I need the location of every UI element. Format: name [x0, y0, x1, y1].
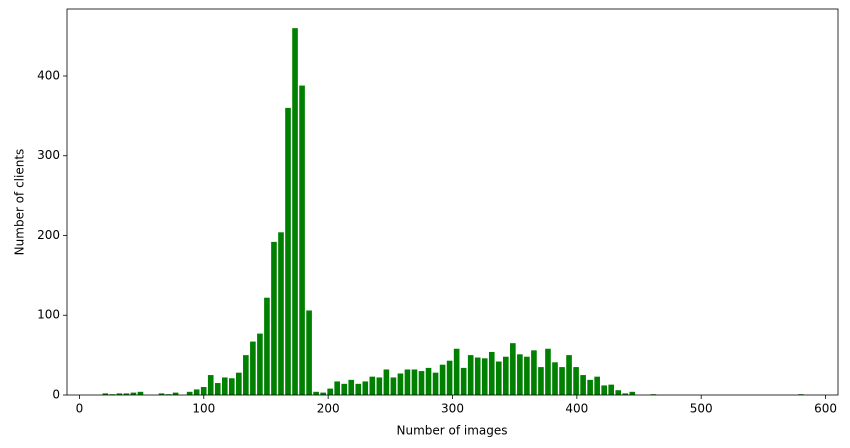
x-tick-label: 500: [690, 402, 713, 416]
bar: [608, 384, 615, 395]
bar: [299, 85, 305, 395]
bar: [531, 350, 537, 395]
bar: [102, 393, 109, 395]
bar: [601, 385, 607, 395]
bar: [397, 373, 404, 395]
bar: [137, 391, 144, 395]
bar: [390, 377, 397, 395]
bar: [306, 310, 312, 395]
bar: [200, 387, 207, 395]
x-tick-label: 200: [317, 402, 340, 416]
bar: [320, 392, 326, 395]
bar: [517, 354, 523, 395]
bar: [425, 367, 432, 395]
bar: [545, 348, 551, 395]
bar: [355, 383, 362, 395]
bar: [348, 379, 355, 395]
bar: [474, 357, 481, 395]
bar: [383, 369, 390, 395]
bar: [236, 372, 242, 395]
bar: [510, 343, 516, 395]
bar: [376, 377, 383, 395]
bar: [495, 361, 502, 395]
bar: [327, 388, 333, 395]
bar: [369, 376, 376, 395]
bar: [257, 333, 263, 395]
bar: [341, 383, 348, 395]
bar: [538, 367, 544, 395]
bar: [123, 393, 130, 395]
x-tick-label: 600: [814, 402, 837, 416]
bar: [207, 375, 214, 395]
bar: [334, 381, 341, 395]
bar: [271, 241, 277, 395]
bar: [524, 356, 530, 395]
bar: [587, 379, 593, 395]
bar: [573, 367, 579, 395]
bar: [622, 393, 629, 395]
bar: [629, 391, 636, 395]
bar: [488, 351, 495, 395]
bar: [404, 369, 411, 395]
bar: [552, 362, 558, 395]
y-tick-label: 400: [37, 68, 60, 82]
bar: [503, 356, 509, 395]
bar: [130, 392, 137, 395]
bar: [193, 389, 200, 395]
x-tick-label: 400: [565, 402, 588, 416]
bar: [594, 376, 600, 395]
bar: [580, 375, 586, 395]
bar: [313, 391, 319, 395]
bar: [615, 390, 622, 395]
bar: [228, 378, 235, 395]
bar: [214, 383, 221, 395]
bar: [243, 355, 249, 395]
bar: [481, 358, 488, 395]
bar: [278, 232, 284, 395]
bar: [446, 360, 453, 395]
bar: [292, 28, 298, 395]
bar: [362, 381, 369, 395]
bar: [172, 392, 179, 395]
bar: [460, 367, 467, 395]
y-tick-label: 200: [37, 228, 60, 242]
bar: [250, 341, 256, 395]
bar: [411, 369, 418, 395]
bar: [432, 372, 439, 395]
y-tick-label: 100: [37, 308, 60, 322]
bar: [418, 371, 425, 395]
y-tick-label: 300: [37, 148, 60, 162]
bar: [453, 348, 460, 395]
x-tick-label: 300: [441, 402, 464, 416]
bar: [116, 393, 123, 395]
bar: [285, 107, 291, 395]
bar: [467, 355, 474, 395]
x-axis-label: Number of images: [396, 424, 507, 438]
y-axis-label: Number of clients: [13, 149, 27, 256]
bar: [264, 297, 270, 395]
x-tick-label: 100: [192, 402, 215, 416]
bar: [186, 391, 193, 395]
bar: [439, 364, 446, 395]
y-tick-label: 0: [52, 388, 60, 402]
x-tick-label: 0: [76, 402, 84, 416]
plot-frame: [66, 8, 839, 396]
bar: [158, 393, 165, 395]
bar: [566, 355, 572, 395]
bar: [221, 377, 228, 395]
bar: [559, 367, 565, 395]
